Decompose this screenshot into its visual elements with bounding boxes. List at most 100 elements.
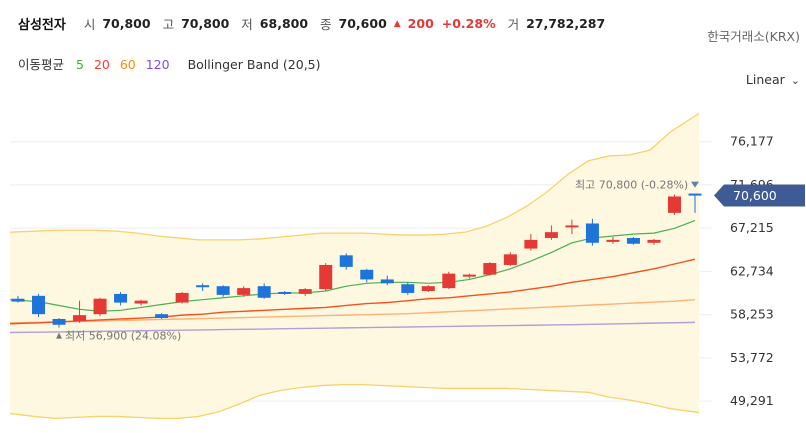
candlestick bbox=[298, 288, 312, 296]
candlestick bbox=[175, 291, 189, 304]
bollinger-upper-line bbox=[9, 112, 700, 241]
low-label: 저 bbox=[241, 17, 253, 32]
ma120-line bbox=[9, 321, 696, 334]
candlestick bbox=[442, 271, 456, 290]
candlestick bbox=[483, 262, 497, 276]
candlestick bbox=[647, 238, 661, 245]
candle-body bbox=[93, 298, 107, 315]
candlestick bbox=[667, 194, 681, 215]
candlestick bbox=[462, 273, 476, 279]
y-tick-label: 67,215 bbox=[730, 220, 774, 235]
ma120-legend[interactable]: 120 bbox=[145, 57, 170, 72]
candlestick bbox=[114, 291, 128, 306]
low-price-annotation: 최저 56,900 (24.08%) bbox=[65, 330, 181, 343]
candle-body bbox=[196, 285, 210, 288]
candle-body bbox=[421, 286, 435, 292]
candlestick bbox=[565, 219, 579, 235]
candlestick bbox=[524, 234, 538, 251]
moving-average-lines bbox=[9, 220, 696, 334]
candle-body bbox=[462, 274, 476, 277]
candle-body bbox=[175, 292, 189, 303]
ma5-legend[interactable]: 5 bbox=[76, 57, 84, 72]
y-tick-label: 49,291 bbox=[730, 393, 774, 408]
low-value: 68,800 bbox=[259, 16, 309, 31]
scale-mode-select[interactable]: Linear ⌄ bbox=[746, 72, 800, 87]
candle-body bbox=[688, 193, 702, 196]
candlestick bbox=[11, 295, 25, 303]
y-tick-label: 62,734 bbox=[730, 263, 774, 278]
candle-body bbox=[134, 300, 148, 304]
high-value: 70,800 bbox=[181, 16, 230, 31]
candle-body bbox=[52, 318, 66, 325]
candlestick bbox=[237, 286, 251, 297]
candlestick bbox=[278, 291, 292, 295]
candlestick bbox=[134, 299, 148, 306]
down-arrow-icon bbox=[691, 181, 699, 188]
scale-mode-label: Linear bbox=[745, 72, 785, 87]
candlestick bbox=[155, 313, 169, 319]
candle-body bbox=[339, 255, 353, 267]
candle-body bbox=[401, 284, 415, 293]
candlestick bbox=[606, 236, 620, 244]
close-value: 70,600 bbox=[338, 16, 387, 31]
candle-body bbox=[585, 223, 599, 243]
candle-body bbox=[11, 298, 25, 302]
candle-body bbox=[278, 291, 292, 294]
candle-body bbox=[360, 269, 374, 280]
candlestick bbox=[585, 218, 599, 246]
candle-body bbox=[626, 237, 640, 244]
exchange-name: 한국거래소(KRX) bbox=[707, 29, 800, 44]
bollinger-band-fill bbox=[10, 113, 699, 419]
candlestick bbox=[319, 263, 333, 292]
current-price-tag bbox=[714, 184, 805, 207]
ma60-line bbox=[9, 298, 696, 324]
candlesticks bbox=[11, 193, 702, 328]
up-arrow-icon bbox=[56, 332, 63, 339]
candlestick bbox=[626, 236, 640, 245]
candlestick bbox=[196, 283, 210, 292]
moving-average-label: 이동평균 bbox=[18, 57, 65, 72]
candlestick bbox=[216, 285, 230, 297]
triangle-up-icon: ▲ bbox=[393, 18, 401, 29]
candle-body bbox=[73, 315, 87, 321]
candlestick bbox=[401, 282, 415, 295]
open-value: 70,800 bbox=[102, 16, 151, 31]
candle-body bbox=[667, 196, 681, 213]
ma60-legend[interactable]: 60 bbox=[119, 57, 136, 72]
candle-body bbox=[442, 273, 456, 289]
candlestick bbox=[360, 268, 374, 283]
candlestick bbox=[93, 297, 107, 317]
ma20-line bbox=[9, 258, 696, 325]
high-label: 고 bbox=[162, 17, 175, 32]
candle-body bbox=[647, 239, 661, 243]
candle-body bbox=[32, 295, 46, 315]
change-value: 200 bbox=[407, 16, 434, 31]
candle-body bbox=[483, 263, 497, 275]
ma20-legend[interactable]: 20 bbox=[93, 57, 110, 72]
candlestick bbox=[503, 252, 517, 266]
stock-name: 삼성전자 bbox=[18, 18, 66, 33]
candle-body bbox=[544, 232, 558, 238]
candle-body bbox=[257, 286, 271, 298]
candle-body bbox=[606, 239, 620, 242]
bollinger-legend[interactable]: Bollinger Band (20,5) bbox=[187, 57, 321, 72]
bollinger-lower-line bbox=[9, 383, 700, 420]
candlestick bbox=[544, 225, 558, 240]
candlestick bbox=[421, 285, 435, 292]
candlestick bbox=[339, 253, 353, 270]
candle-body bbox=[114, 293, 128, 303]
high-price-annotation: 최고 70,800 (-0.28%) bbox=[575, 179, 688, 192]
ma5-line bbox=[9, 220, 696, 312]
open-label: 시 bbox=[83, 17, 96, 32]
candlestick bbox=[257, 283, 271, 299]
candle-body bbox=[216, 286, 230, 295]
indicator-legend: 이동평균 5 20 60 120 Bollinger Band (20,5) bbox=[18, 54, 327, 73]
candlestick bbox=[380, 275, 394, 286]
candle-body bbox=[524, 239, 538, 249]
candle-body bbox=[298, 289, 312, 294]
change-percent: +0.28% bbox=[441, 16, 496, 31]
quote-summary: 삼성전자 시 70,800 고 70,800 저 68,800 종 70,600… bbox=[18, 14, 613, 36]
candlestick bbox=[32, 293, 46, 318]
chevron-down-icon: ⌄ bbox=[790, 74, 800, 87]
